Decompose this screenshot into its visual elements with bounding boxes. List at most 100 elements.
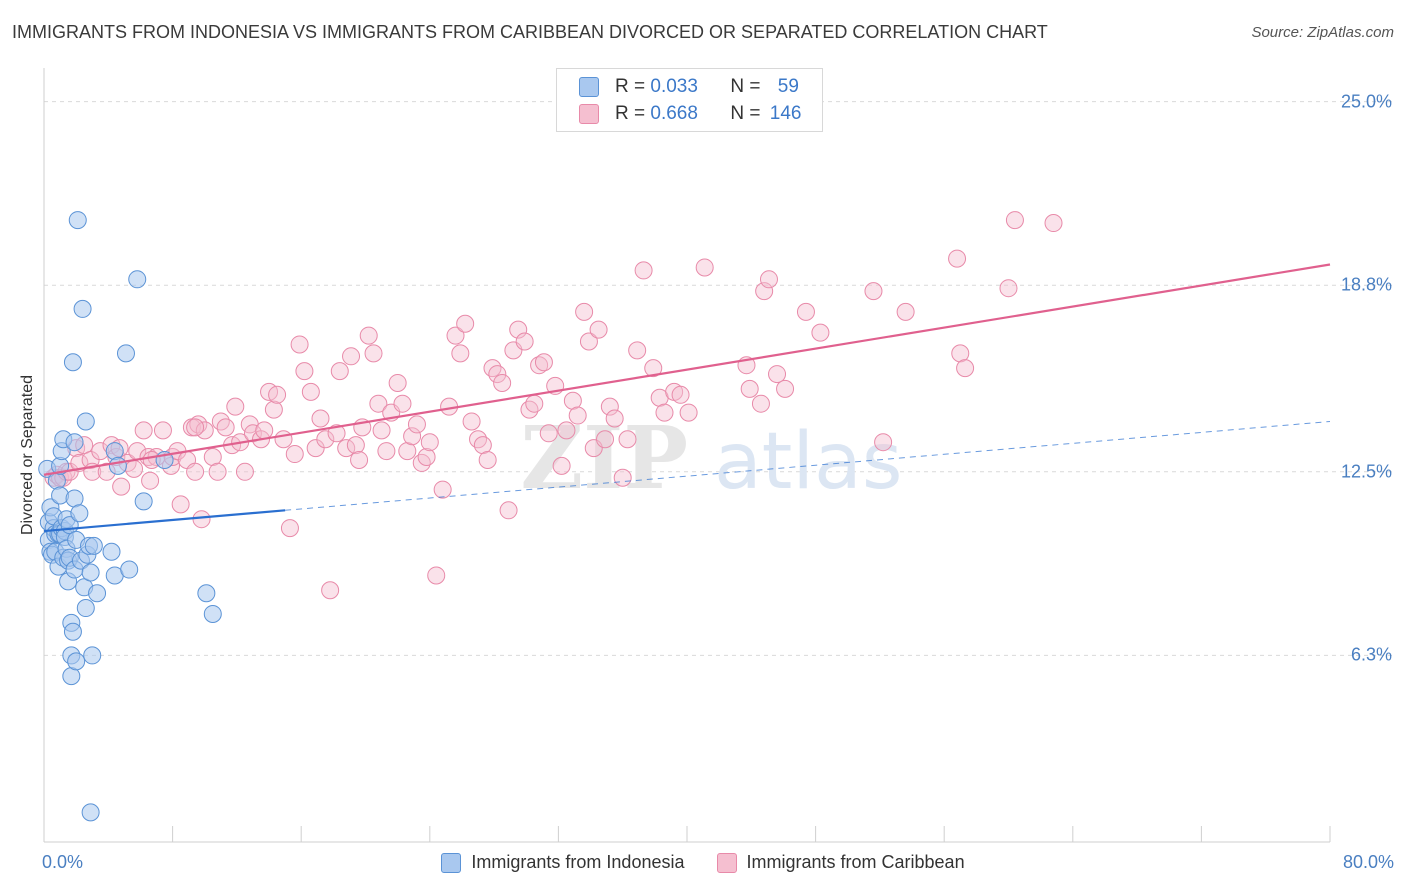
legend-label-indonesia: Immigrants from Indonesia: [471, 852, 685, 872]
caribbean-point: [613, 468, 632, 487]
caribbean-point: [469, 430, 488, 449]
caribbean-point: [311, 409, 330, 428]
caribbean-point: [369, 394, 388, 413]
indonesia-swatch: [579, 77, 599, 97]
caribbean-point: [372, 421, 391, 440]
caribbean-point: [864, 282, 883, 301]
caribbean-point: [398, 442, 417, 461]
caribbean-point: [759, 270, 778, 289]
caribbean-point: [478, 450, 497, 469]
indonesia-point: [63, 353, 82, 372]
caribbean-point: [285, 445, 304, 464]
caribbean-point: [255, 421, 274, 440]
caribbean-point: [644, 359, 663, 378]
caribbean-point: [655, 403, 674, 422]
indonesia-point: [84, 536, 103, 555]
caribbean-point: [377, 442, 396, 461]
watermark: ZIP atlas: [520, 408, 902, 509]
y-tick-label: 6.3%: [1350, 644, 1392, 665]
caribbean-point: [388, 373, 407, 392]
caribbean-point: [407, 415, 426, 434]
caribbean-point: [473, 436, 492, 455]
stats-row-indonesia: R = 0.033 N = 59: [579, 75, 799, 99]
caribbean-point: [488, 365, 507, 384]
caribbean-point: [274, 430, 293, 449]
caribbean-point: [530, 356, 549, 375]
indonesia-point: [88, 584, 107, 603]
caribbean-point: [359, 326, 378, 345]
caribbean-point: [412, 453, 431, 472]
caribbean-point: [125, 459, 144, 478]
caribbean-point: [896, 302, 915, 321]
series-caribbean: [44, 211, 1063, 600]
caribbean-point: [634, 261, 653, 280]
watermark-zip: ZIP: [520, 408, 688, 509]
caribbean-point: [192, 510, 211, 529]
caribbean-point: [171, 495, 190, 514]
caribbean-point: [446, 326, 465, 345]
caribbean-point: [575, 302, 594, 321]
indonesia-point: [116, 344, 135, 363]
caribbean-point: [195, 421, 214, 440]
caribbean-point: [134, 421, 153, 440]
r-label: R =: [615, 103, 651, 124]
indonesia-point: [63, 622, 82, 641]
caribbean-point: [264, 400, 283, 419]
indonesia-point: [102, 542, 121, 561]
legend-item-caribbean[interactable]: Immigrants from Caribbean: [716, 852, 965, 873]
caribbean-point: [605, 409, 624, 428]
caribbean-point: [483, 359, 502, 378]
caribbean-point: [768, 365, 787, 384]
indonesia-point: [68, 211, 87, 230]
caribbean-point: [525, 394, 544, 413]
caribbean-point: [403, 427, 422, 446]
y-tick-label: 18.8%: [1340, 274, 1392, 295]
caribbean-point: [956, 359, 975, 378]
caribbean-point: [268, 385, 287, 404]
n-label: N =: [730, 76, 766, 97]
caribbean-point: [208, 462, 227, 481]
caribbean-point: [186, 462, 205, 481]
caribbean-point: [393, 394, 412, 413]
caribbean-point: [235, 462, 254, 481]
caribbean-point: [493, 373, 512, 392]
r-value: 0.033: [650, 76, 698, 97]
caribbean-point: [456, 314, 475, 333]
n-label: N =: [730, 103, 766, 124]
stats-legend: R = 0.033 N = 59 R = 0.668 N = 146: [556, 68, 823, 132]
caribbean-point: [755, 282, 774, 301]
caribbean-point: [557, 421, 576, 440]
caribbean-point: [671, 385, 690, 404]
caribbean-point: [337, 439, 356, 458]
legend-item-indonesia[interactable]: Immigrants from Indonesia: [441, 852, 685, 873]
caribbean-point: [776, 379, 795, 398]
caribbean-point: [679, 403, 698, 422]
caribbean-point: [141, 471, 160, 490]
caribbean-point: [153, 421, 172, 440]
y-axis-label: Divorced or Separated: [19, 374, 36, 536]
axes: [43, 68, 1331, 843]
caribbean-point: [948, 249, 967, 268]
chart-title: IMMIGRANTS FROM INDONESIA VS IMMIGRANTS …: [12, 22, 1048, 42]
indonesia-point: [128, 270, 147, 289]
r-value: 0.668: [650, 103, 698, 124]
caribbean-point: [1005, 211, 1024, 230]
n-value: 59: [777, 76, 799, 97]
indonesia-point: [76, 412, 95, 431]
indonesia-point: [81, 563, 100, 582]
caribbean-point: [589, 320, 608, 339]
caribbean-point: [280, 519, 299, 538]
caribbean-point: [563, 391, 582, 410]
caribbean-point: [342, 347, 361, 366]
r-label: R =: [615, 76, 651, 97]
caribbean-point: [216, 418, 235, 437]
caribbean-point: [499, 501, 518, 520]
n-value: 146: [769, 103, 802, 124]
caribbean-point: [552, 456, 571, 475]
indonesia-point: [203, 604, 222, 623]
caribbean-point: [811, 323, 830, 342]
caribbean-legend-swatch: [716, 852, 737, 873]
caribbean-point: [350, 450, 369, 469]
indonesia-point: [65, 433, 84, 452]
